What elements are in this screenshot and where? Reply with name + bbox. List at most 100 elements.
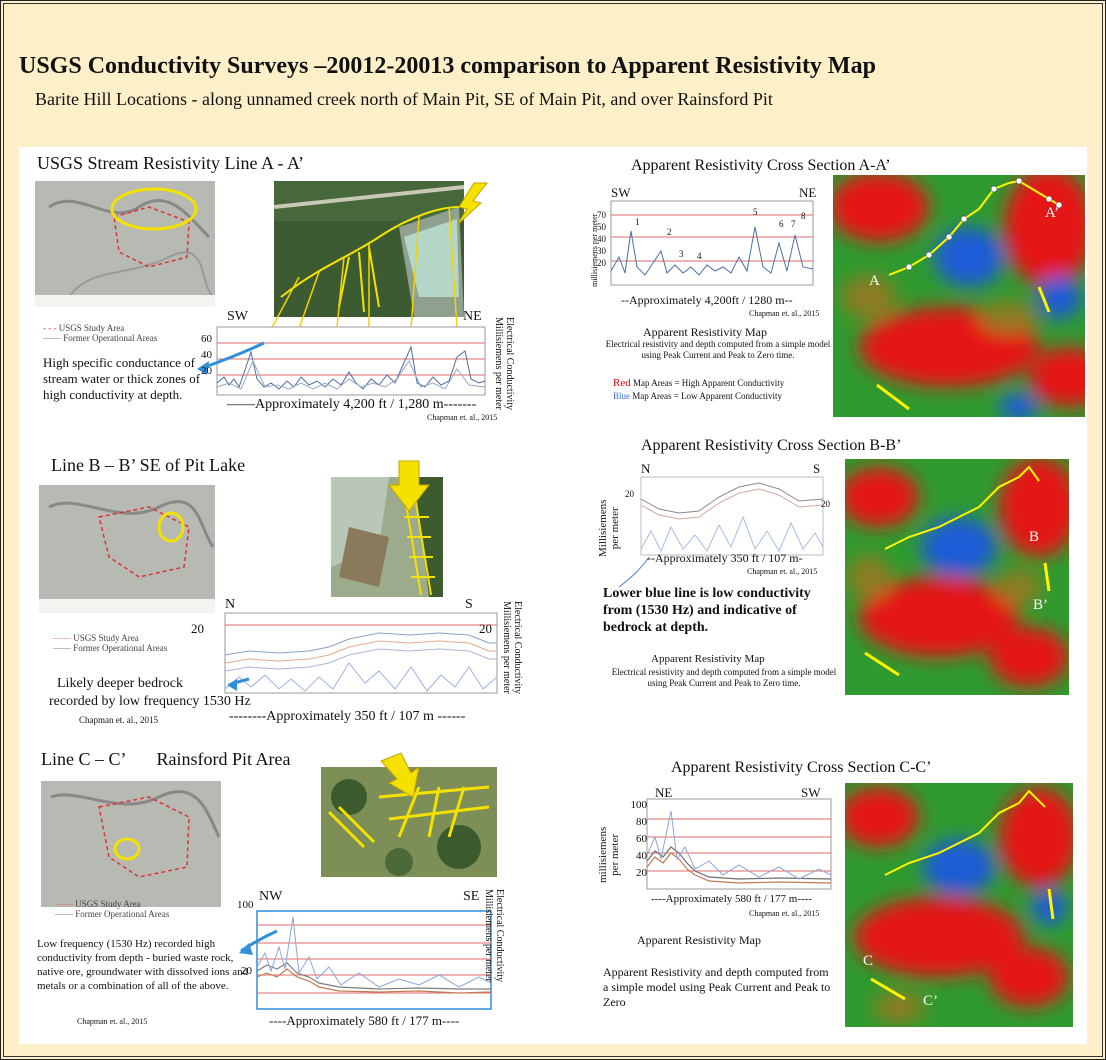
- cross-b-heading: Apparent Resistivity Cross Section B-B’: [641, 437, 902, 454]
- map-b-label-end: B’: [1033, 597, 1048, 613]
- cross-b-end: S: [813, 461, 821, 476]
- peak-label: 1: [635, 217, 640, 227]
- aerial-photo-c: [321, 752, 497, 877]
- peak-label: 7: [791, 219, 796, 229]
- line-a-distance: ——Approximately 4,200 ft / 1,280 m------…: [227, 397, 477, 412]
- line-a-citation: Chapman et. al., 2015: [427, 413, 498, 422]
- cross-a-distance: --Approximately 4,200ft / 1280 m--: [621, 293, 793, 307]
- line-b-note: Likely deeper bedrock recorded by low fr…: [49, 676, 251, 709]
- line-c-start: NW: [259, 889, 283, 904]
- cross-a-axis-label: millisiemens per meter: [590, 213, 599, 287]
- tick-label: 60: [636, 833, 647, 845]
- tick-label: 40: [201, 349, 212, 361]
- legend-former-areas: —— Former Operational Areas: [55, 909, 170, 919]
- tick-label: 30: [597, 246, 606, 256]
- line-b-tick-left: 20: [191, 621, 204, 636]
- cross-c-end: SW: [801, 785, 821, 800]
- line-b-start: N: [225, 597, 236, 612]
- map-a-label-end: A’: [1045, 205, 1060, 221]
- line-b-axis-label: Electrical Conductivity Millisiemens per …: [501, 601, 523, 695]
- cross-b-citation: Chapman et. al., 2015: [747, 567, 818, 576]
- resistivity-map-c: [845, 783, 1073, 1027]
- cross-b-description: Electrical resistivity and depth compute…: [611, 667, 837, 688]
- callout-arrowhead-b: [227, 679, 237, 691]
- cross-a-start: SW: [611, 185, 631, 200]
- tick-label: 100: [630, 799, 648, 811]
- chart-b: [224, 612, 498, 694]
- cross-a-ticks: 70 50 40 30 20: [597, 209, 606, 269]
- cross-c-description: Apparent Resistivity and depth computed …: [603, 965, 831, 1009]
- cross-b-pointer: [618, 556, 650, 588]
- line-b-end: S: [465, 597, 473, 612]
- callout-arrowhead-a: [197, 361, 209, 375]
- cross-chart-a: [610, 200, 814, 286]
- map-a-label-start: A: [869, 273, 880, 289]
- line-a-ticks: 60 40 20: [201, 331, 212, 379]
- peak-label: 6: [779, 219, 784, 229]
- line-a-end: NE: [463, 309, 482, 324]
- chart-c: [256, 910, 492, 1010]
- map-b-label-start: B: [1029, 529, 1040, 545]
- tick-label: 70: [597, 210, 606, 220]
- tick-label: 50: [597, 222, 606, 232]
- tick-label: 20: [201, 365, 212, 377]
- tick-label: 80: [636, 816, 647, 828]
- peak-label: 8: [801, 211, 806, 221]
- cross-a-end: NE: [799, 185, 817, 200]
- resistivity-map-b: [845, 459, 1069, 695]
- line-a-legend: - - - USGS Study Area —— Former Operatio…: [43, 323, 157, 343]
- line-c-distance: ----Approximately 580 ft / 177 m----: [269, 1013, 460, 1028]
- tick-label: 60: [201, 333, 212, 345]
- slide-title: USGS Conductivity Surveys –20012-20013 c…: [19, 53, 876, 79]
- line-a-heading: USGS Stream Resistivity Line A - A’: [37, 153, 305, 173]
- site-map-c: [41, 781, 221, 907]
- cross-a-heading: Apparent Resistivity Cross Section A-A’: [631, 157, 891, 174]
- content-panel: USGS Stream Resistivity Line A - A’ - - …: [19, 147, 1087, 1044]
- map-c-label-start: C: [863, 953, 874, 969]
- cross-b-axis-label: Millisiemens per meter: [597, 499, 621, 557]
- legend-former-areas: —— Former Operational Areas: [53, 643, 168, 653]
- cross-b-tick-right: 20: [821, 499, 830, 509]
- cross-a-map-heading: Apparent Resistivity Map: [643, 325, 767, 339]
- cross-c-axis-label: millisiemens per meter: [597, 826, 621, 883]
- peak-label: 2: [667, 227, 672, 237]
- site-map-a: [35, 181, 215, 307]
- cross-a-citation: Chapman et. al., 2015: [749, 309, 820, 318]
- cross-a-description: Electrical resistivity and depth compute…: [605, 339, 831, 360]
- line-c-tick-bottom: 20: [241, 965, 252, 977]
- peak-label: 3: [679, 249, 684, 259]
- cross-c-heading: Apparent Resistivity Cross Section C-C’: [671, 759, 932, 776]
- line-c-axis-label: Electrical Conductivity Millisiemens per …: [483, 889, 505, 983]
- peak-label: 5: [753, 207, 758, 217]
- cross-chart-c: [646, 798, 832, 890]
- line-b-legend: —— USGS Study Area —— Former Operational…: [53, 633, 167, 653]
- line-c-end: SE: [463, 889, 480, 904]
- site-map-b: [39, 485, 215, 613]
- resistivity-map-a: [833, 175, 1085, 417]
- line-c-legend: —— USGS Study Area —— Former Operational…: [55, 899, 169, 919]
- tick-label: 40: [636, 850, 647, 862]
- cross-c-map-heading: Apparent Resistivity Map: [637, 933, 761, 947]
- line-a-start: SW: [227, 309, 248, 324]
- line-c-note: Low frequency (1530 Hz) recorded high co…: [37, 938, 249, 992]
- peak-label: 4: [697, 251, 702, 261]
- line-b-citation: Chapman et. al., 2015: [79, 715, 158, 725]
- cross-b-tick-left: 20: [625, 489, 634, 499]
- aerial-photo-a: [273, 181, 489, 317]
- cross-a-blue-legend: Blue Map Areas = Low Apparent Conductivi…: [613, 391, 783, 401]
- line-b-tick-right: 20: [479, 621, 492, 636]
- tick-label: 40: [597, 234, 606, 244]
- aerial-photo-b: [331, 460, 443, 597]
- slide-inner-border: [3, 3, 1103, 1057]
- cross-c-distance: ----Approximately 580 ft / 177 m----: [651, 893, 812, 905]
- cross-b-note: Lower blue line is low conductivity from…: [603, 586, 811, 635]
- cross-b-distance: --Approximately 350 ft / 107 m-: [647, 551, 803, 565]
- figure-graphics: [35, 175, 1085, 1027]
- cross-c-citation: Chapman et. al., 2015: [749, 909, 820, 918]
- line-a-axis-label: Electrical Conductivity Millisiemens per …: [493, 317, 515, 411]
- line-b-heading: Line B – B’ SE of Pit Lake: [51, 455, 246, 475]
- slide-subtitle: Barite Hill Locations - along unnamed cr…: [35, 89, 773, 109]
- cross-c-ticks: 100 80 60 40 20: [627, 797, 648, 882]
- tick-label: 20: [636, 867, 647, 879]
